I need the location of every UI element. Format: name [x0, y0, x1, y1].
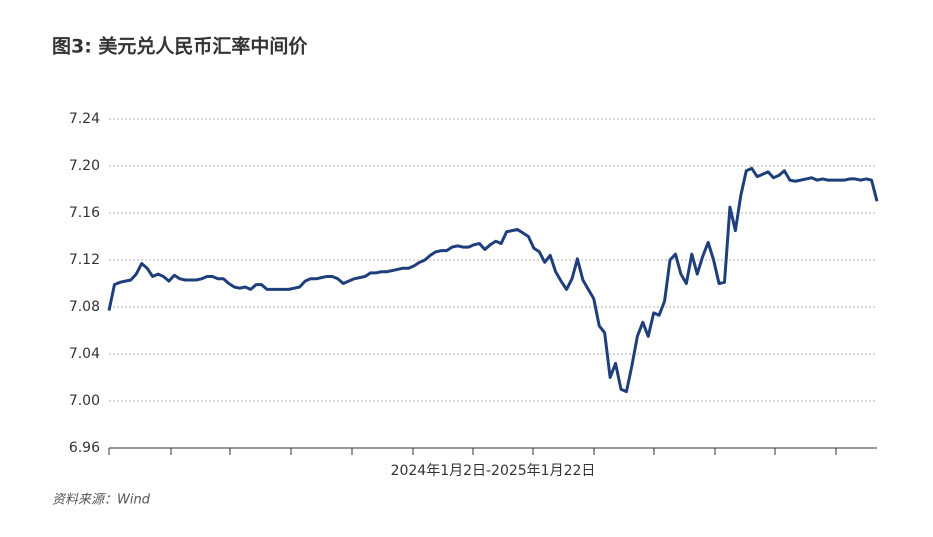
- y-tick-label: 7.16: [69, 205, 100, 221]
- y-tick-label: 7.20: [69, 158, 100, 174]
- chart-title: 图3: 美元兑人民币汇率中间价: [52, 35, 308, 58]
- y-tick-label: 7.00: [69, 393, 100, 409]
- y-tick-label: 6.96: [69, 440, 100, 456]
- x-axis-label: 2024年1月2日-2025年1月22日: [391, 463, 596, 479]
- y-tick-label: 7.12: [69, 252, 100, 268]
- source: 资料来源：Wind: [52, 493, 151, 508]
- y-tick-label: 7.08: [69, 299, 100, 315]
- line: [107, 166, 879, 394]
- y-tick-label: 7.24: [69, 111, 100, 127]
- y-tick-label: 7.04: [69, 346, 100, 362]
- x-ticks: [108, 448, 837, 455]
